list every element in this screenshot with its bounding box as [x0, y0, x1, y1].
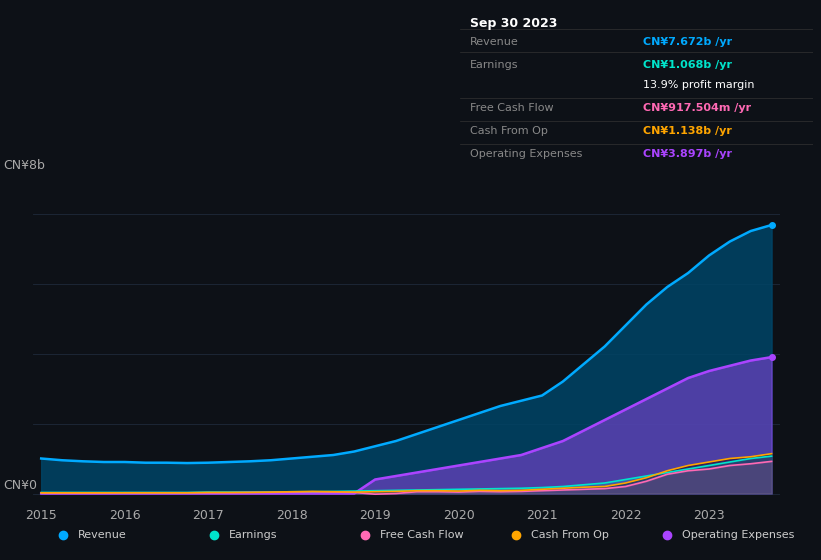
Text: Cash From Op: Cash From Op — [470, 126, 548, 136]
Text: CN¥1.138b /yr: CN¥1.138b /yr — [644, 126, 732, 136]
Text: Free Cash Flow: Free Cash Flow — [380, 530, 464, 540]
Text: CN¥1.068b /yr: CN¥1.068b /yr — [644, 60, 732, 70]
Text: CN¥7.672b /yr: CN¥7.672b /yr — [644, 37, 732, 47]
Text: Revenue: Revenue — [470, 37, 519, 47]
Text: Earnings: Earnings — [229, 530, 277, 540]
Text: CN¥917.504m /yr: CN¥917.504m /yr — [644, 103, 751, 113]
Text: Earnings: Earnings — [470, 60, 519, 70]
Text: CN¥8b: CN¥8b — [3, 159, 45, 172]
Text: Operating Expenses: Operating Expenses — [470, 150, 583, 159]
Text: Operating Expenses: Operating Expenses — [682, 530, 795, 540]
Text: Revenue: Revenue — [78, 530, 127, 540]
Text: 13.9% profit margin: 13.9% profit margin — [644, 80, 754, 90]
Text: Free Cash Flow: Free Cash Flow — [470, 103, 554, 113]
Text: CN¥3.897b /yr: CN¥3.897b /yr — [644, 150, 732, 159]
Text: Cash From Op: Cash From Op — [531, 530, 609, 540]
Text: Sep 30 2023: Sep 30 2023 — [470, 17, 557, 30]
Text: CN¥0: CN¥0 — [3, 479, 37, 492]
